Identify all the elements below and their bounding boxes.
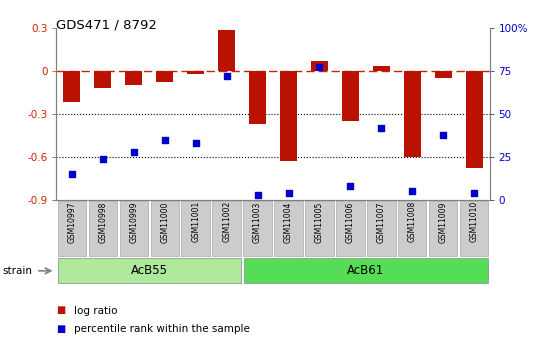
Bar xyxy=(460,201,489,256)
Text: GSM11002: GSM11002 xyxy=(222,201,231,243)
Text: GSM11006: GSM11006 xyxy=(346,201,355,243)
Point xyxy=(160,137,169,142)
Text: GSM11009: GSM11009 xyxy=(438,201,448,243)
Bar xyxy=(63,71,81,102)
Text: log ratio: log ratio xyxy=(74,306,117,315)
Bar xyxy=(274,201,303,256)
Text: strain: strain xyxy=(3,266,33,276)
Bar xyxy=(342,71,359,121)
Bar xyxy=(280,71,297,161)
Point xyxy=(98,156,107,161)
Text: AcB55: AcB55 xyxy=(131,264,168,277)
Text: GSM11010: GSM11010 xyxy=(470,201,479,243)
Bar xyxy=(218,30,235,71)
Text: GSM10997: GSM10997 xyxy=(67,201,76,243)
Bar xyxy=(311,61,328,71)
Bar xyxy=(125,71,143,85)
Bar xyxy=(435,71,452,78)
Text: GSM11003: GSM11003 xyxy=(253,201,262,243)
Bar xyxy=(58,201,86,256)
Point xyxy=(377,125,386,130)
Bar xyxy=(398,201,427,256)
Text: GSM10998: GSM10998 xyxy=(98,201,108,243)
Point xyxy=(284,190,293,196)
Bar xyxy=(213,201,241,256)
Text: GSM11007: GSM11007 xyxy=(377,201,386,243)
Bar xyxy=(244,258,488,283)
Point xyxy=(192,140,200,146)
Bar xyxy=(429,201,457,256)
Bar xyxy=(465,71,483,168)
Bar xyxy=(58,258,240,283)
Text: GSM11000: GSM11000 xyxy=(160,201,169,243)
Point xyxy=(130,149,138,155)
Bar xyxy=(373,66,390,71)
Point xyxy=(68,171,76,177)
Point xyxy=(253,192,262,198)
Bar xyxy=(181,201,210,256)
Point xyxy=(439,132,448,137)
Text: GSM11005: GSM11005 xyxy=(315,201,324,243)
Bar xyxy=(336,201,365,256)
Point xyxy=(346,184,355,189)
Bar xyxy=(243,201,272,256)
Bar xyxy=(94,71,111,88)
Text: GSM11004: GSM11004 xyxy=(284,201,293,243)
Text: GSM11001: GSM11001 xyxy=(191,201,200,243)
Text: ■: ■ xyxy=(56,325,66,334)
Bar xyxy=(404,71,421,157)
Text: GDS471 / 8792: GDS471 / 8792 xyxy=(56,19,157,32)
Point xyxy=(470,190,478,196)
Bar xyxy=(119,201,148,256)
Text: ■: ■ xyxy=(56,306,66,315)
Bar xyxy=(151,201,179,256)
Point xyxy=(408,189,416,194)
Bar xyxy=(156,71,173,82)
Text: GSM10999: GSM10999 xyxy=(129,201,138,243)
Text: GSM11008: GSM11008 xyxy=(408,201,417,243)
Bar xyxy=(249,71,266,124)
Text: AcB61: AcB61 xyxy=(347,264,385,277)
Point xyxy=(222,73,231,79)
Bar xyxy=(89,201,117,256)
Point xyxy=(315,65,324,70)
Text: percentile rank within the sample: percentile rank within the sample xyxy=(74,325,250,334)
Bar xyxy=(305,201,334,256)
Bar xyxy=(367,201,395,256)
Bar xyxy=(187,71,204,73)
